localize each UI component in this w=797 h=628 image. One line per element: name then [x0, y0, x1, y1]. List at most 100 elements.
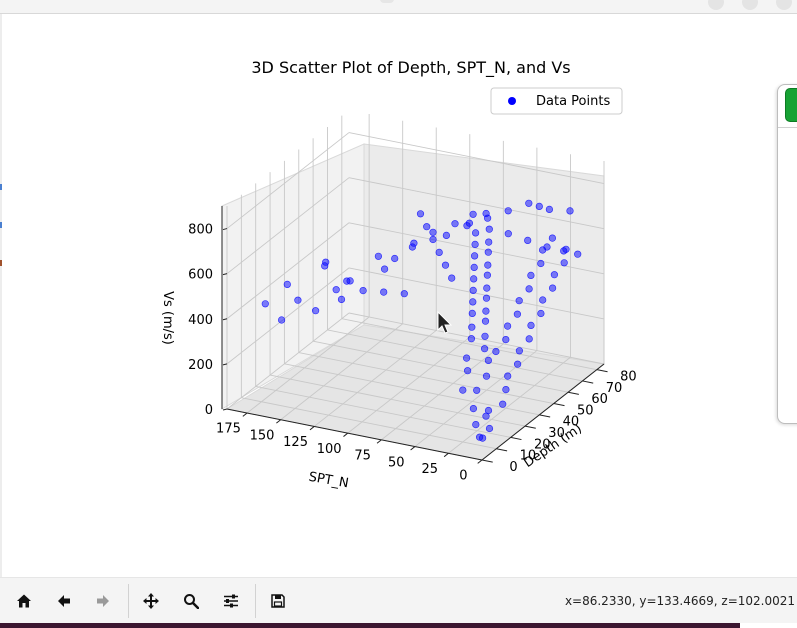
data-point — [468, 309, 476, 318]
zoom-button[interactable] — [176, 586, 206, 616]
data-point — [463, 354, 471, 362]
data-point — [472, 421, 480, 429]
close-button[interactable] — [776, 0, 792, 10]
z-tick-label: 0 — [205, 403, 213, 418]
pan-button[interactable] — [136, 586, 166, 616]
x-gridline — [341, 318, 597, 371]
home-icon — [17, 594, 31, 608]
y-gridline — [313, 330, 437, 427]
z-tick-mark — [222, 273, 228, 276]
y-tick-label: 25 — [422, 462, 439, 477]
taskbar-strip — [0, 623, 740, 628]
x-tick-mark — [596, 369, 608, 373]
z-tick-label: 600 — [188, 268, 213, 283]
data-point — [321, 262, 329, 270]
x-tick-label: 10 — [520, 449, 537, 464]
x-tick-label: 20 — [534, 437, 551, 452]
minimize-button[interactable] — [708, 0, 724, 10]
data-point — [479, 434, 487, 442]
data-point — [283, 280, 291, 289]
data-point — [504, 230, 512, 238]
window-title — [380, 0, 394, 3]
y-gridline — [381, 343, 504, 441]
edge-mark — [0, 222, 2, 228]
data-point — [423, 223, 431, 231]
side-panel[interactable] — [777, 84, 797, 424]
x-tick-label: 80 — [620, 370, 637, 385]
data-point — [502, 336, 510, 344]
data-point — [525, 285, 533, 293]
data-point — [441, 261, 450, 269]
plot-canvas[interactable]: 0 10 20 30 40 50 60 70 80 175 150 125 100 75 50 25 0 0 200… — [2, 14, 797, 577]
x-gridline — [313, 340, 569, 393]
configure-button[interactable] — [216, 586, 246, 616]
left-window-edge — [0, 14, 2, 577]
z-gridline — [348, 177, 605, 230]
data-point — [472, 229, 480, 237]
data-point — [473, 386, 481, 394]
data-point — [537, 309, 545, 318]
arrow-right-icon — [97, 595, 109, 607]
data-point — [482, 307, 490, 315]
data-point — [429, 228, 437, 236]
data-point — [470, 275, 478, 283]
data-point — [337, 295, 346, 304]
z-tick-label: 400 — [188, 313, 213, 328]
z-gridline — [226, 267, 350, 365]
data-point — [471, 240, 479, 248]
z-gridline — [226, 132, 350, 229]
data-point — [492, 347, 500, 356]
z-gridline — [226, 177, 350, 275]
z-gridline — [348, 132, 605, 184]
y-tick-label: 175 — [216, 422, 241, 437]
data-point — [482, 372, 491, 380]
x-tick-mark — [524, 425, 536, 429]
y-gridline — [448, 356, 571, 454]
data-point — [359, 287, 367, 295]
sliders-icon — [224, 594, 238, 608]
z-axis-label: Vs (m/s) — [160, 291, 175, 345]
edge-mark — [0, 184, 2, 190]
data-point — [400, 290, 408, 298]
y-gridline — [280, 323, 403, 421]
x-tick-mark — [510, 436, 522, 441]
data-point — [485, 225, 493, 233]
y-tick-label: 100 — [317, 442, 342, 457]
window-titlebar — [0, 0, 797, 14]
data-point — [416, 210, 425, 218]
data-point — [312, 307, 320, 315]
zoom-icon — [184, 594, 199, 609]
arrow-left-icon — [58, 595, 70, 607]
axis-lines — [221, 206, 605, 461]
x-gridline — [327, 329, 583, 382]
y-tick-mark — [343, 432, 349, 437]
y-tick-label: 0 — [459, 469, 467, 484]
x-tick-mark — [539, 414, 551, 418]
data-point — [470, 263, 478, 271]
data-point — [513, 360, 522, 368]
x-tick-label: 40 — [563, 415, 580, 430]
save-button[interactable] — [263, 586, 293, 616]
data-point — [483, 284, 491, 292]
data-point — [380, 288, 388, 296]
x-tick-mark — [568, 391, 579, 395]
data-point — [481, 332, 489, 340]
plot-toolbar: x=86.2330, y=133.4669, z=102.0021 — [0, 577, 797, 623]
x-gridline — [255, 385, 511, 438]
save-icon — [271, 594, 285, 608]
data-point — [442, 231, 451, 239]
x-gridline — [241, 397, 497, 450]
side-panel-divider — [778, 127, 797, 128]
data-point — [451, 220, 459, 228]
y-tick-label: 50 — [388, 455, 405, 470]
forward-button[interactable] — [88, 586, 118, 616]
home-button[interactable] — [9, 586, 39, 616]
data-point — [539, 296, 547, 304]
maximize-button[interactable] — [742, 0, 758, 10]
edge-mark — [0, 260, 2, 266]
x-tick-label: 70 — [606, 381, 623, 396]
green-action-button[interactable] — [785, 88, 797, 122]
z-tick-mark — [222, 363, 228, 366]
z-gridline — [348, 222, 605, 275]
back-button[interactable] — [49, 586, 79, 616]
